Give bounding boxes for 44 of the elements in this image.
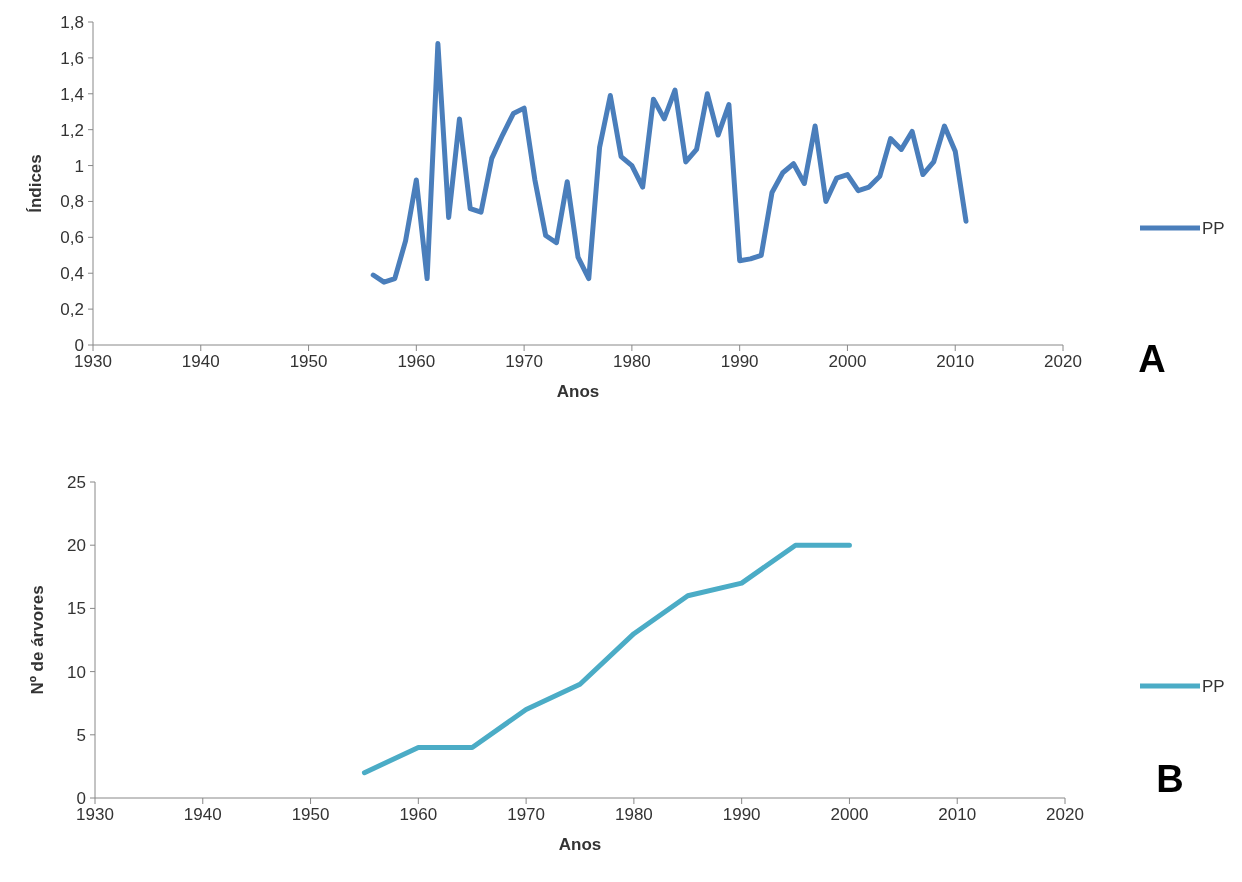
y-tick-label: 1,6 xyxy=(60,48,84,68)
x-tick-label: 2000 xyxy=(828,352,867,371)
y-tick-label: 15 xyxy=(67,599,86,619)
x-tick-label: 1970 xyxy=(507,805,546,824)
x-tick-label: 2020 xyxy=(1044,352,1082,371)
x-tick-label: 1990 xyxy=(720,352,759,371)
y-tick-label: 20 xyxy=(67,536,86,556)
x-tick-label: 1940 xyxy=(181,352,220,371)
x-tick-label: 1990 xyxy=(722,805,761,824)
legend-label: PP xyxy=(1202,218,1225,238)
y-tick-label: 5 xyxy=(76,725,86,745)
x-tick-label: 2010 xyxy=(938,805,977,824)
x-axis-title: Anos xyxy=(556,382,600,401)
x-axis-title: Anos xyxy=(558,835,602,854)
x-tick-label: 1970 xyxy=(505,352,544,371)
x-tick-label: 1960 xyxy=(399,805,438,824)
x-tick-label: 1930 xyxy=(74,352,112,371)
y-tick-label: 1 xyxy=(74,156,84,176)
text: A xyxy=(1138,338,1166,380)
x-tick-label: 1980 xyxy=(612,352,651,371)
y-tick-label: 1,2 xyxy=(60,120,84,140)
x-tick-label: 1950 xyxy=(291,805,330,824)
y-tick-label: 1,8 xyxy=(60,12,84,32)
y-tick-label: 0,6 xyxy=(60,228,84,248)
y-axis-title: Nº de árvores xyxy=(28,585,47,695)
y-tick-label: 25 xyxy=(67,472,86,492)
x-tick-label: 1930 xyxy=(76,805,114,824)
x-tick-label: 1940 xyxy=(183,805,222,824)
y-tick-label: 1,4 xyxy=(60,84,84,104)
y-tick-label: 0,4 xyxy=(60,264,84,284)
x-tick-label: 2020 xyxy=(1046,805,1084,824)
y-tick-label: 0 xyxy=(74,335,84,355)
x-tick-label: 2010 xyxy=(936,352,975,371)
x-tick-label: 1950 xyxy=(289,352,328,371)
x-tick-label: 2000 xyxy=(830,805,869,824)
y-tick-label: 0,2 xyxy=(60,300,84,320)
x-tick-label: 1980 xyxy=(614,805,653,824)
y-axis-title: Índices xyxy=(26,154,45,213)
y-tick-label: 0 xyxy=(76,788,86,808)
x-tick-label: 1960 xyxy=(397,352,436,371)
text: B xyxy=(1156,758,1184,800)
y-tick-label: 0,8 xyxy=(60,192,84,212)
y-tick-label: 10 xyxy=(67,662,86,682)
legend-label: PP xyxy=(1202,676,1225,696)
